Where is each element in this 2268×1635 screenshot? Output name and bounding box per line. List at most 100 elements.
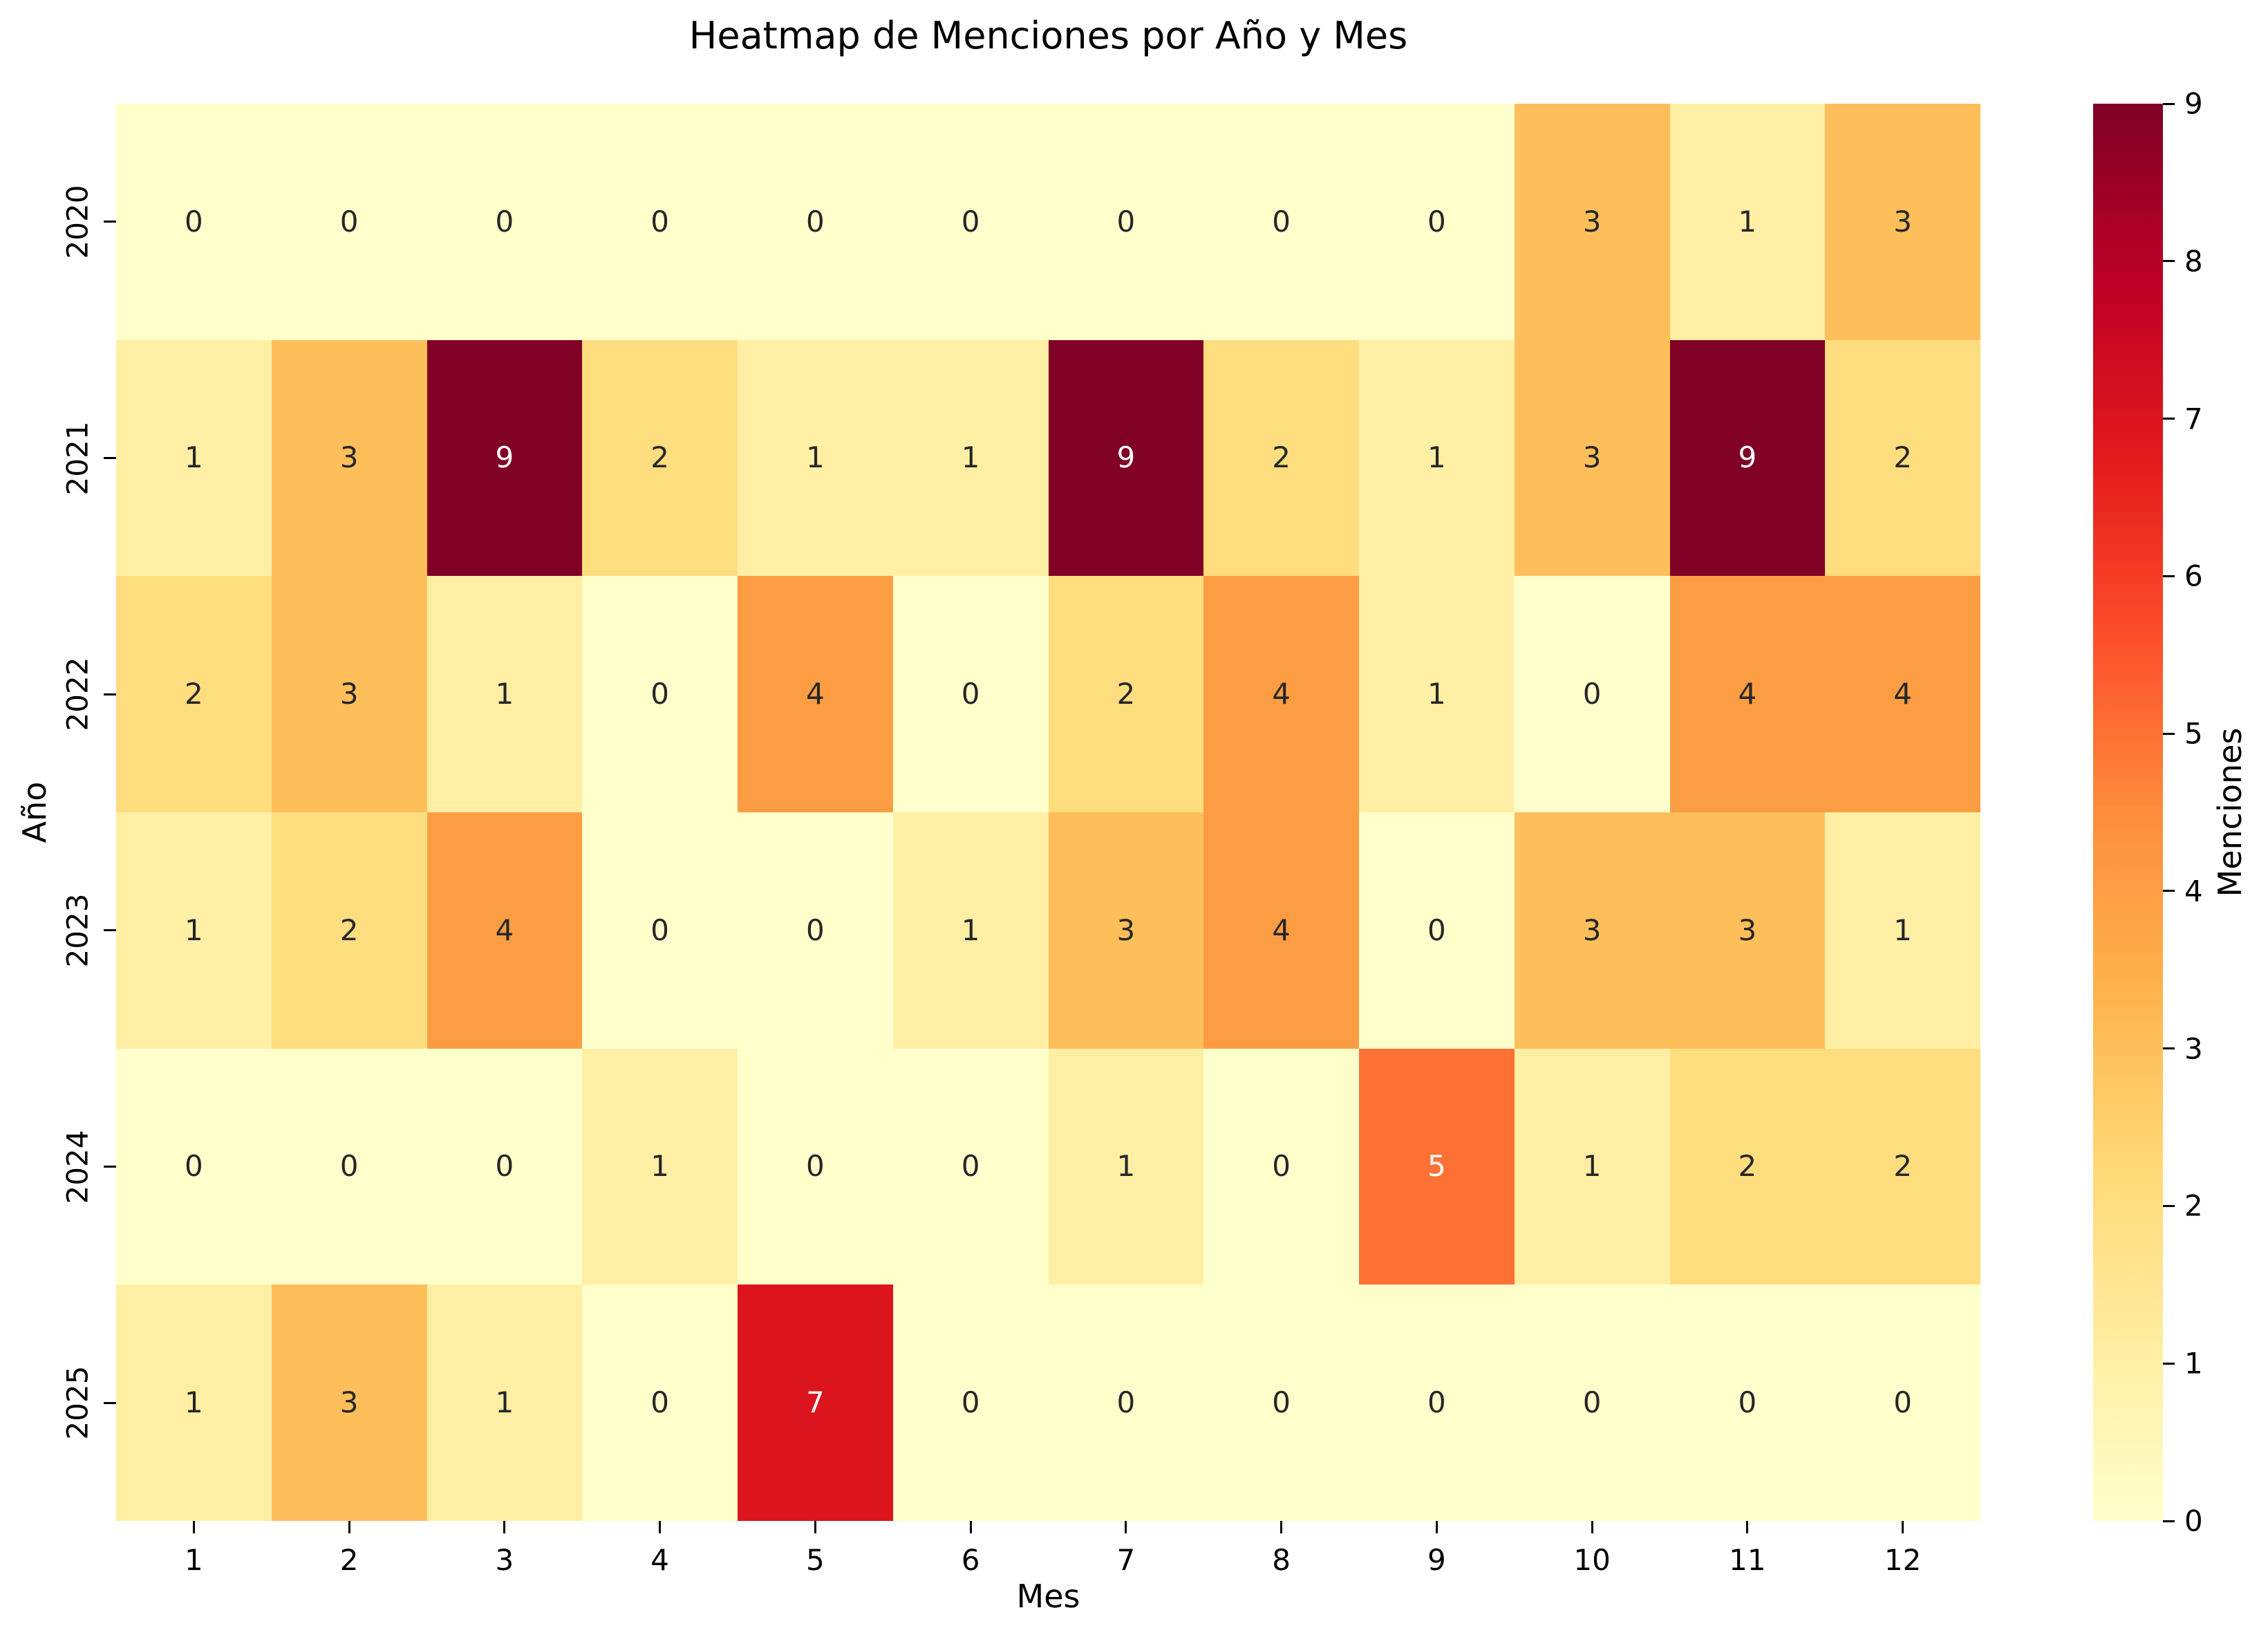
heatmap-cell: 2	[271, 812, 427, 1049]
heatmap-cell: 0	[582, 104, 738, 340]
cell-value: 4	[806, 677, 825, 711]
colorbar-tick-label: 6	[2184, 559, 2203, 593]
colorbar-tick-label: 0	[2184, 1504, 2203, 1538]
heatmap-cell: 0	[582, 576, 738, 812]
heatmap-cell: 0	[738, 1048, 893, 1285]
heatmap-cell: 4	[738, 576, 893, 812]
x-tick-label: 7	[1116, 1543, 1136, 1577]
heatmap-cell: 1	[738, 339, 893, 577]
x-tick-label: 11	[1729, 1543, 1766, 1577]
cell-value: 1	[806, 440, 825, 475]
colorbar-tick-mark	[2163, 418, 2175, 420]
colorbar-label: Menciones	[2211, 727, 2249, 897]
cell-value: 0	[806, 1149, 825, 1184]
y-tick-label: 2022	[60, 657, 95, 731]
cell-value: 1	[1738, 204, 1757, 239]
cell-value: 0	[1582, 1385, 1602, 1420]
cell-value: 4	[1738, 677, 1757, 711]
cell-value: 1	[185, 913, 203, 947]
cell-value: 0	[961, 1149, 980, 1184]
y-tick-label: 2021	[60, 421, 95, 495]
x-tick-label: 12	[1884, 1543, 1922, 1577]
heatmap-cell: 3	[271, 339, 427, 577]
colorbar-tick-label: 3	[2184, 1031, 2203, 1066]
cell-value: 3	[339, 440, 359, 475]
cell-value: 2	[339, 913, 359, 947]
cell-value: 0	[961, 1385, 980, 1420]
cell-value: 0	[650, 204, 669, 239]
heatmap-cell: 0	[116, 104, 272, 340]
x-tick-mark	[1280, 1521, 1283, 1533]
cell-value: 4	[1272, 913, 1291, 947]
cell-value: 9	[1738, 440, 1757, 475]
heatmap-cell: 1	[892, 339, 1049, 577]
y-tick-label: 2024	[60, 1130, 95, 1204]
cell-value: 0	[185, 1149, 203, 1184]
heatmap-cell: 0	[427, 1048, 583, 1285]
heatmap-cell: 3	[271, 1284, 427, 1521]
x-tick-mark	[659, 1521, 662, 1533]
heatmap-cell: 1	[1359, 576, 1515, 812]
heatmap-cell: 0	[582, 1284, 738, 1521]
cell-value: 1	[495, 1385, 514, 1420]
cell-value: 0	[961, 677, 980, 711]
heatmap-cell: 2	[116, 576, 272, 812]
cell-value: 4	[495, 913, 514, 947]
heatmap-cell: 3	[1825, 104, 1980, 340]
cell-value: 0	[1272, 204, 1291, 239]
colorbar-tick-mark	[2163, 732, 2175, 735]
heatmap-cell: 1	[116, 1284, 272, 1521]
heatmap-cell: 4	[1203, 576, 1359, 812]
heatmap-cell: 0	[1359, 104, 1515, 340]
x-tick-label: 10	[1573, 1543, 1611, 1577]
chart-title: Heatmap de Menciones por Año y Mes	[688, 14, 1408, 57]
cell-value: 9	[495, 440, 514, 475]
heatmap-cell: 0	[1048, 1284, 1204, 1521]
cell-value: 0	[1116, 1385, 1136, 1420]
heatmap-cell: 3	[1514, 104, 1670, 340]
cell-value: 5	[1427, 1149, 1446, 1184]
heatmap-cell: 3	[1514, 812, 1670, 1049]
cell-value: 2	[1893, 1149, 1912, 1184]
y-tick-mark	[104, 929, 116, 932]
cell-value: 0	[1272, 1149, 1291, 1184]
heatmap-grid: 0 0 0 0 0 0 0 0 0 3 1 3 1 3 9 2 1 1 9 2 1 3 9 2 2 3 1 0 4 0 2 4 1 0 4 4 1 2 4 0…	[116, 104, 1980, 1521]
y-tick-mark	[104, 693, 116, 695]
heatmap-cell: 3	[271, 576, 427, 812]
heatmap-cell: 3	[1669, 812, 1826, 1049]
heatmap-cell: 0	[1669, 1284, 1826, 1521]
cell-value: 3	[339, 1385, 359, 1420]
heatmap-cell: 0	[427, 104, 583, 340]
cell-value: 1	[1427, 440, 1446, 475]
x-tick-mark	[1435, 1521, 1438, 1533]
heatmap-cell: 4	[1825, 576, 1980, 812]
heatmap-cell: 0	[892, 1284, 1049, 1521]
x-tick-mark	[1746, 1521, 1749, 1533]
cell-value: 0	[650, 677, 669, 711]
heatmap-cell: 0	[892, 576, 1049, 812]
heatmap-cell: 0	[116, 1048, 272, 1285]
x-tick-label: 4	[650, 1543, 669, 1577]
colorbar-tick-mark	[2163, 574, 2175, 577]
cell-value: 7	[806, 1385, 825, 1420]
heatmap-cell: 0	[271, 1048, 427, 1285]
cell-value: 0	[495, 204, 514, 239]
y-tick-mark	[104, 457, 116, 459]
x-tick-mark	[814, 1521, 816, 1533]
heatmap-cell: 4	[1669, 576, 1826, 812]
heatmap-cell: 1	[116, 339, 272, 577]
cell-value: 1	[1427, 677, 1446, 711]
heatmap-cell: 4	[427, 812, 583, 1049]
cell-value: 3	[1893, 204, 1912, 239]
heatmap-cell: 0	[582, 812, 738, 1049]
cell-value: 0	[1116, 204, 1136, 239]
x-tick-mark	[1591, 1521, 1593, 1533]
cell-value: 2	[1893, 440, 1912, 475]
colorbar-tick-label: 5	[2184, 716, 2203, 751]
cell-value: 0	[1427, 913, 1446, 947]
cell-value: 0	[339, 1149, 359, 1184]
colorbar-tick-mark	[2163, 1047, 2175, 1050]
colorbar-tick-label: 7	[2184, 402, 2203, 436]
colorbar-tick-label: 2	[2184, 1188, 2203, 1223]
x-tick-mark	[348, 1521, 350, 1533]
